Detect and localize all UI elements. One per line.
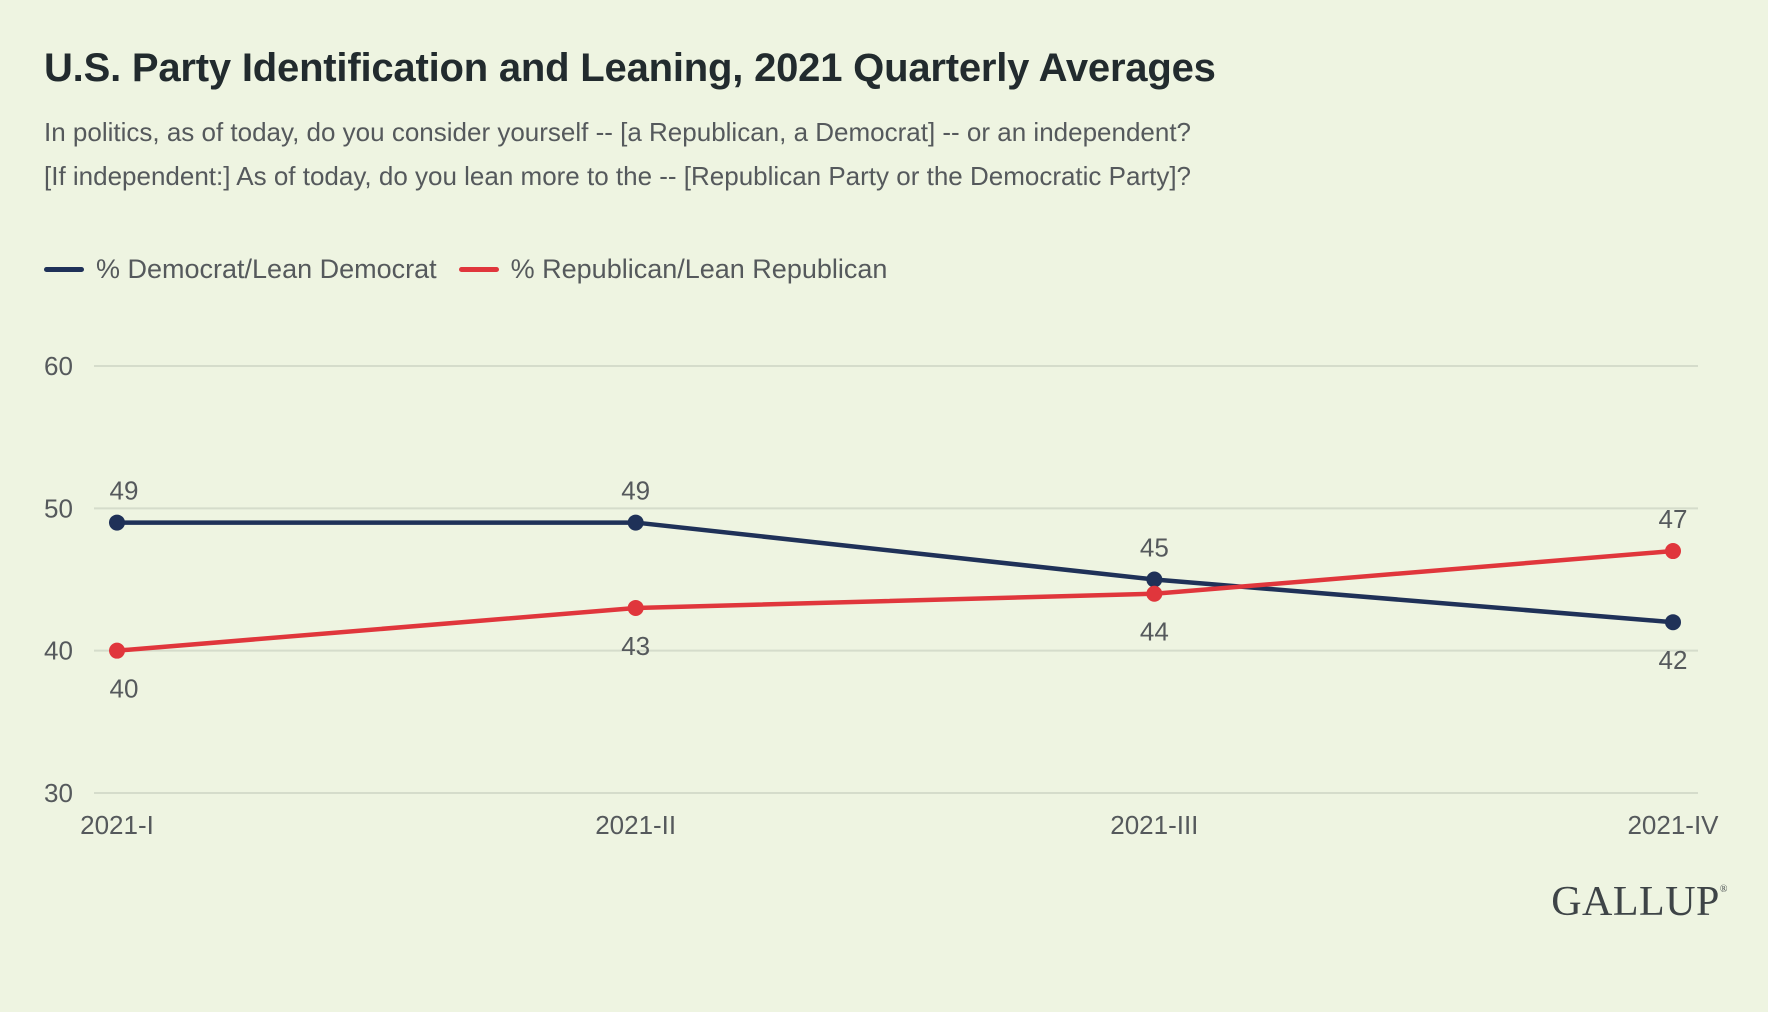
data-label-republican: 40 (110, 674, 139, 704)
data-label-republican: 44 (1140, 617, 1169, 647)
data-label-democrat: 49 (621, 476, 650, 506)
data-label-democrat: 45 (1140, 533, 1169, 563)
series-line-republican (116, 548, 1674, 653)
y-tick-label: 40 (44, 636, 73, 666)
subtitle-line-2: [If independent:] As of today, do you le… (44, 161, 1192, 191)
data-point-democrat (109, 514, 125, 531)
gallup-logo: GALLUP® (1551, 878, 1728, 926)
y-tick-label: 30 (44, 778, 73, 808)
legend-swatch-democrat (44, 267, 84, 272)
x-tick-label: 2021-I (80, 810, 154, 840)
chart-title: U.S. Party Identification and Leaning, 2… (44, 46, 1216, 90)
legend-label-democrat: % Democrat/Lean Democrat (96, 254, 437, 284)
x-tick-label: 2021-II (595, 810, 676, 840)
data-point-democrat (1146, 571, 1163, 588)
data-point-republican (1146, 585, 1163, 602)
logo-mark: ® (1719, 884, 1728, 895)
data-point-democrat (1665, 614, 1681, 631)
data-label-republican: 47 (1659, 504, 1688, 534)
chart-subtitle: In politics, as of today, do you conside… (44, 110, 1191, 198)
data-point-republican (109, 642, 125, 659)
chart-legend: % Democrat/Lean Democrat % Republican/Le… (44, 254, 909, 285)
data-point-democrat (627, 514, 644, 531)
data-label-democrat: 49 (110, 476, 139, 506)
logo-text: GALLUP (1551, 879, 1720, 925)
legend-label-republican: % Republican/Lean Republican (510, 254, 888, 284)
series-line-democrat (117, 520, 1674, 625)
y-tick-label: 60 (44, 351, 73, 381)
legend-item-democrat: % Democrat/Lean Democrat (44, 254, 437, 285)
x-tick-label: 2021-IV (1627, 810, 1719, 840)
legend-swatch-republican (458, 267, 499, 272)
data-label-republican: 43 (621, 631, 650, 661)
legend-item-republican: % Republican/Lean Republican (458, 254, 888, 285)
data-label-democrat: 42 (1659, 645, 1688, 675)
y-tick-label: 50 (44, 493, 73, 523)
subtitle-line-1: In politics, as of today, do you conside… (44, 117, 1192, 147)
data-point-republican (1665, 543, 1681, 560)
x-tick-label: 2021-III (1110, 810, 1198, 840)
data-point-republican (627, 599, 644, 616)
